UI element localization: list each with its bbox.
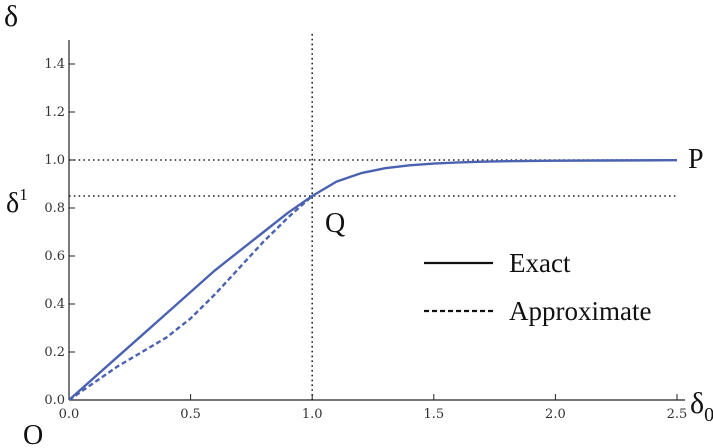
x-axis-label-base: δ — [690, 387, 704, 420]
y-tick-label: 0.2 — [44, 345, 65, 360]
y-tick-label: 1.4 — [44, 57, 65, 72]
legend-exact-label: Exact — [509, 248, 571, 278]
y-axis-label: δ — [4, 0, 18, 33]
delta1-label: δ1 — [6, 185, 28, 219]
y-tick-label: 0.0 — [44, 393, 65, 408]
legend: Exact Approximate — [424, 248, 651, 326]
x-tick-label: 0.5 — [180, 407, 201, 422]
series — [68, 159, 678, 401]
x-tick-label: 0.0 — [59, 407, 80, 422]
point-p-label: P — [688, 144, 704, 175]
reference-lines — [69, 34, 677, 400]
y-tick-label: 0.6 — [44, 249, 65, 264]
series-line-exact — [68, 159, 678, 401]
legend-approximate-label: Approximate — [509, 296, 651, 326]
y-tick-label: 1.2 — [44, 105, 65, 120]
x-tick-label: 1.0 — [302, 407, 323, 422]
delta1-superscript: 1 — [19, 185, 28, 204]
delta1-base: δ — [6, 188, 19, 219]
x-axis-label-subscript: 0 — [704, 404, 713, 426]
x-axis-label: δ0 — [690, 387, 713, 426]
point-q-label: Q — [325, 208, 345, 239]
y-tick-label: 0.8 — [44, 201, 65, 216]
x-tick-label: 1.5 — [423, 407, 444, 422]
x-tick-label: 2.5 — [667, 407, 688, 422]
y-tick-label: 0.4 — [44, 297, 65, 312]
axes — [68, 40, 685, 401]
series-line-approximate — [68, 195, 313, 401]
x-tick-label: 2.0 — [545, 407, 566, 422]
y-tick-label: 1.0 — [44, 153, 65, 168]
ticks: 0.0 0.2 0.4 0.6 0.8 1.0 1.2 1.4 0.0 0.5 1.0 1.5 2.0 2… — [44, 57, 687, 422]
origin-label: O — [23, 420, 43, 448]
